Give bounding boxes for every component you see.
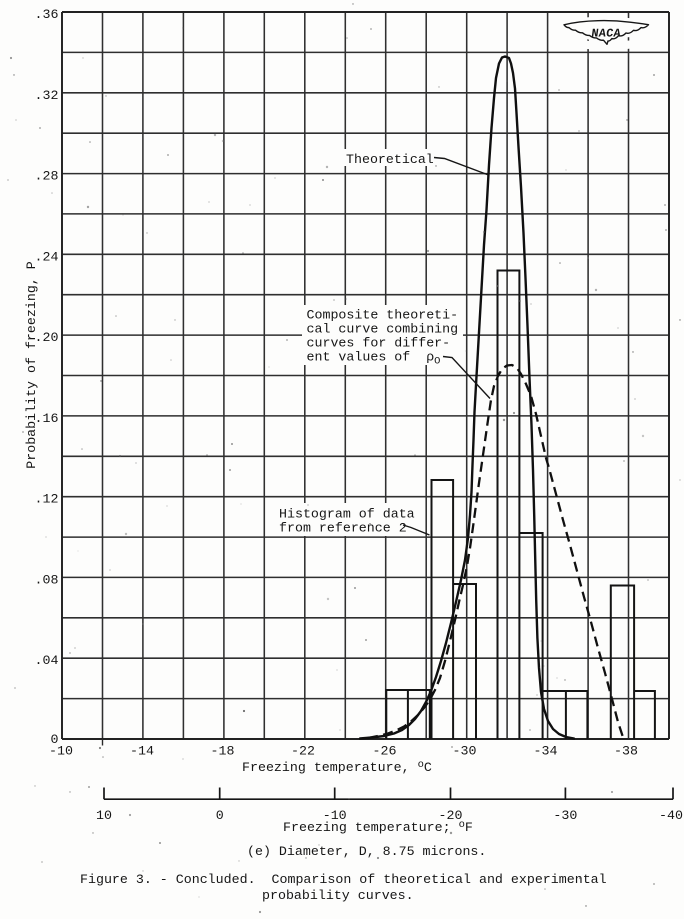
svg-text:Histogram of data: Histogram of data bbox=[279, 507, 415, 522]
svg-text:probability curves.: probability curves. bbox=[262, 888, 414, 903]
svg-text:-26: -26 bbox=[373, 744, 397, 759]
svg-text:NACA: NACA bbox=[590, 27, 622, 41]
svg-text:.16: .16 bbox=[35, 411, 59, 426]
svg-text:Figure 3. - Concluded. Compar: Figure 3. - Concluded. Comparison of the… bbox=[80, 872, 607, 887]
svg-text:0: 0 bbox=[51, 732, 59, 747]
svg-text:.28: .28 bbox=[35, 169, 59, 184]
svg-text:-30: -30 bbox=[553, 808, 577, 823]
svg-text:cal curve combining: cal curve combining bbox=[307, 322, 459, 337]
svg-text:-10: -10 bbox=[323, 808, 347, 823]
svg-text:.32: .32 bbox=[35, 88, 59, 103]
svg-text:-38: -38 bbox=[614, 744, 638, 759]
svg-text:from reference 2: from reference 2 bbox=[279, 521, 407, 536]
svg-text:-18: -18 bbox=[211, 744, 235, 759]
svg-text:.08: .08 bbox=[35, 572, 59, 587]
svg-text:-14: -14 bbox=[130, 744, 154, 759]
svg-text:10: 10 bbox=[96, 808, 112, 823]
svg-text:.04: .04 bbox=[35, 653, 59, 668]
svg-text:-22: -22 bbox=[291, 744, 315, 759]
svg-text:-30: -30 bbox=[453, 744, 477, 759]
svg-text:.20: .20 bbox=[35, 330, 59, 345]
svg-text:-34: -34 bbox=[534, 744, 558, 759]
svg-text:ent values of ρO: ent values of ρO bbox=[307, 350, 441, 368]
svg-text:Theoretical: Theoretical bbox=[346, 152, 434, 167]
svg-text:-40: -40 bbox=[659, 808, 683, 823]
svg-text:0: 0 bbox=[216, 808, 224, 823]
svg-text:.24: .24 bbox=[35, 249, 59, 264]
svg-text:.12: .12 bbox=[35, 492, 59, 507]
svg-text:curves for differ-: curves for differ- bbox=[307, 336, 451, 351]
svg-text:Probability of freezing, P: Probability of freezing, P bbox=[24, 261, 39, 468]
svg-text:(e) Diameter, D, 8.75 microns.: (e) Diameter, D, 8.75 microns. bbox=[247, 844, 486, 859]
svg-text:Freezing temperature; oF: Freezing temperature; oF bbox=[283, 819, 473, 835]
svg-text:.36: .36 bbox=[35, 7, 59, 22]
svg-text:Composite theoreti-: Composite theoreti- bbox=[307, 308, 459, 323]
svg-text:-20: -20 bbox=[439, 808, 463, 823]
svg-text:Freezing temperature, oC: Freezing temperature, oC bbox=[242, 759, 432, 775]
svg-text:-10: -10 bbox=[49, 744, 73, 759]
